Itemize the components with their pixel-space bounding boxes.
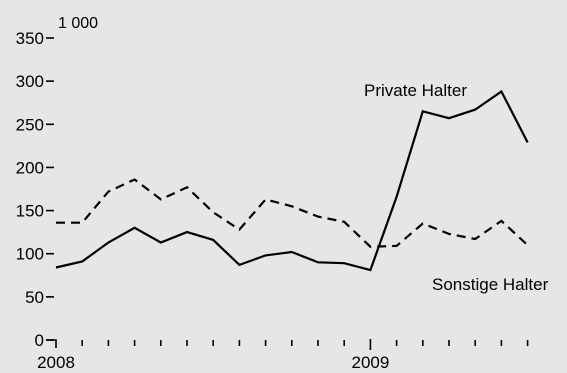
y-tick-label-300: 300 xyxy=(16,72,44,91)
series-line-1 xyxy=(56,178,529,248)
x-year-label-2009: 2009 xyxy=(351,353,389,372)
y-tick-label-250: 250 xyxy=(16,115,44,134)
x-year-label-2008: 2008 xyxy=(37,353,75,372)
unit-label: 1 000 xyxy=(58,15,98,32)
x-tick-origin xyxy=(46,339,57,348)
y-axis: 0 50 100 150 200 250 300 350 xyxy=(16,29,54,350)
y-tick-label-150: 150 xyxy=(16,202,44,221)
y-tick-label-350: 350 xyxy=(16,29,44,48)
y-tick-label-100: 100 xyxy=(16,245,44,264)
y-tick-label-50: 50 xyxy=(25,288,44,307)
x-axis: 2008 2009 xyxy=(37,339,529,372)
plot-area xyxy=(55,89,529,272)
y-tick-label-200: 200 xyxy=(16,158,44,177)
y-tick-label-0: 0 xyxy=(35,331,44,350)
series-label-sonstige-halter: Sonstige Halter xyxy=(432,275,549,294)
series-line-0 xyxy=(55,89,529,272)
series-label-private-halter: Private Halter xyxy=(364,81,467,100)
